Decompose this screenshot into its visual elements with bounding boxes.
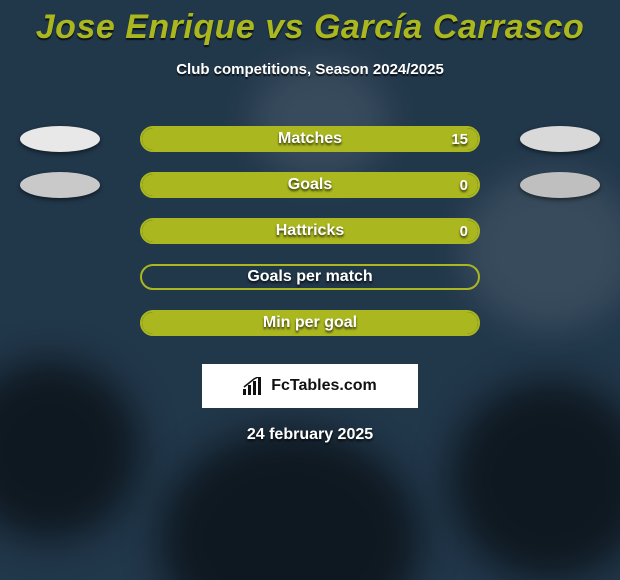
stat-bar: Matches15 [140, 126, 480, 152]
stat-bar: Goals per match [140, 264, 480, 290]
bar-chart-icon [243, 377, 265, 395]
stat-label: Goals per match [142, 266, 478, 288]
content: Jose Enrique vs García Carrasco Club com… [0, 0, 620, 444]
stat-row: Matches15 [0, 116, 620, 162]
stat-row: Goals0 [0, 162, 620, 208]
player-oval-right [520, 172, 600, 198]
brand-text: FcTables.com [271, 377, 377, 395]
brand-box: FcTables.com [202, 364, 418, 408]
stat-row: Hattricks0 [0, 208, 620, 254]
page-title: Jose Enrique vs García Carrasco [0, 0, 620, 47]
stat-bar: Goals0 [140, 172, 480, 198]
stat-row: Goals per match [0, 254, 620, 300]
stat-value: 0 [460, 174, 468, 196]
stat-value: 0 [460, 220, 468, 242]
stat-row: Min per goal [0, 300, 620, 346]
player-oval-left [20, 126, 100, 152]
stat-bar-fill [142, 312, 478, 334]
stat-bar: Min per goal [140, 310, 480, 336]
stat-bar: Hattricks0 [140, 218, 480, 244]
stat-bar-fill [142, 128, 478, 150]
page-subtitle: Club competitions, Season 2024/2025 [0, 61, 620, 78]
stat-bar-fill [142, 220, 478, 242]
date-label: 24 february 2025 [0, 426, 620, 444]
stat-bar-fill [142, 174, 478, 196]
player-oval-right [520, 126, 600, 152]
stat-value: 15 [451, 128, 468, 150]
stat-rows: Matches15 Goals0 Hattricks0 Goals per match… [0, 116, 620, 346]
player-oval-left [20, 172, 100, 198]
